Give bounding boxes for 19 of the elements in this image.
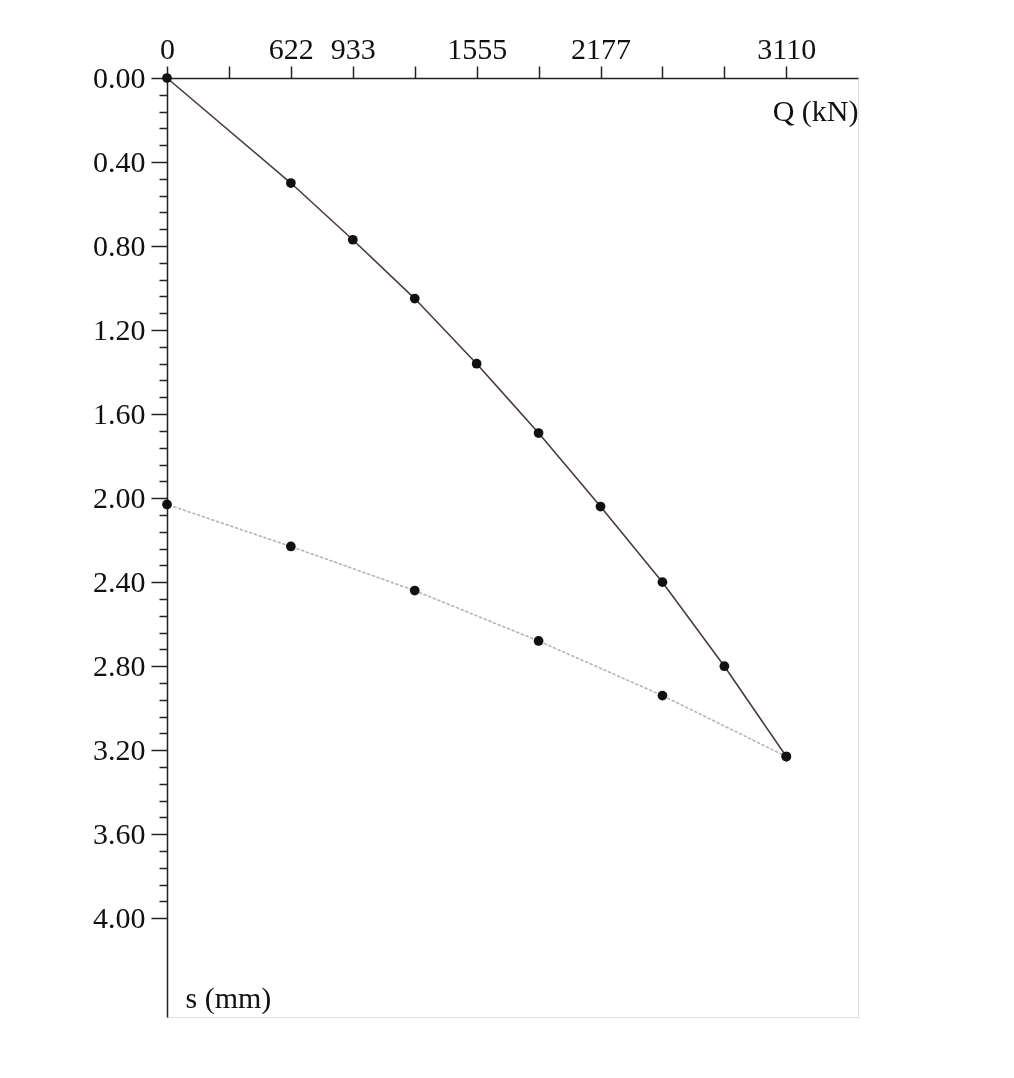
y-tick-label: 3.20 [93,732,146,766]
x-tick-label: 2177 [571,31,632,65]
y-tick-label: 3.60 [93,816,146,850]
y-tick-label: 0.00 [93,60,146,94]
y-tick-label: 1.20 [93,312,146,346]
y-tick-label: 4.00 [93,900,146,934]
y-tick-label: 2.80 [93,648,146,682]
x-tick-label: 0 [160,31,175,65]
x-tick-label: 933 [330,31,376,65]
x-axis-title: Q (kN) [772,93,859,128]
y-tick-label: 2.00 [93,480,146,514]
x-tick-label: 3110 [757,31,817,65]
y-tick-label: 0.40 [93,144,146,178]
y-axis-title: s (mm) [185,980,272,1015]
y-tick-label: 2.40 [93,564,146,598]
x-tick-label: 622 [268,31,314,65]
y-tick-label: 1.60 [93,396,146,430]
x-tick-label: 1555 [447,31,508,65]
y-tick-label: 0.80 [93,228,146,262]
